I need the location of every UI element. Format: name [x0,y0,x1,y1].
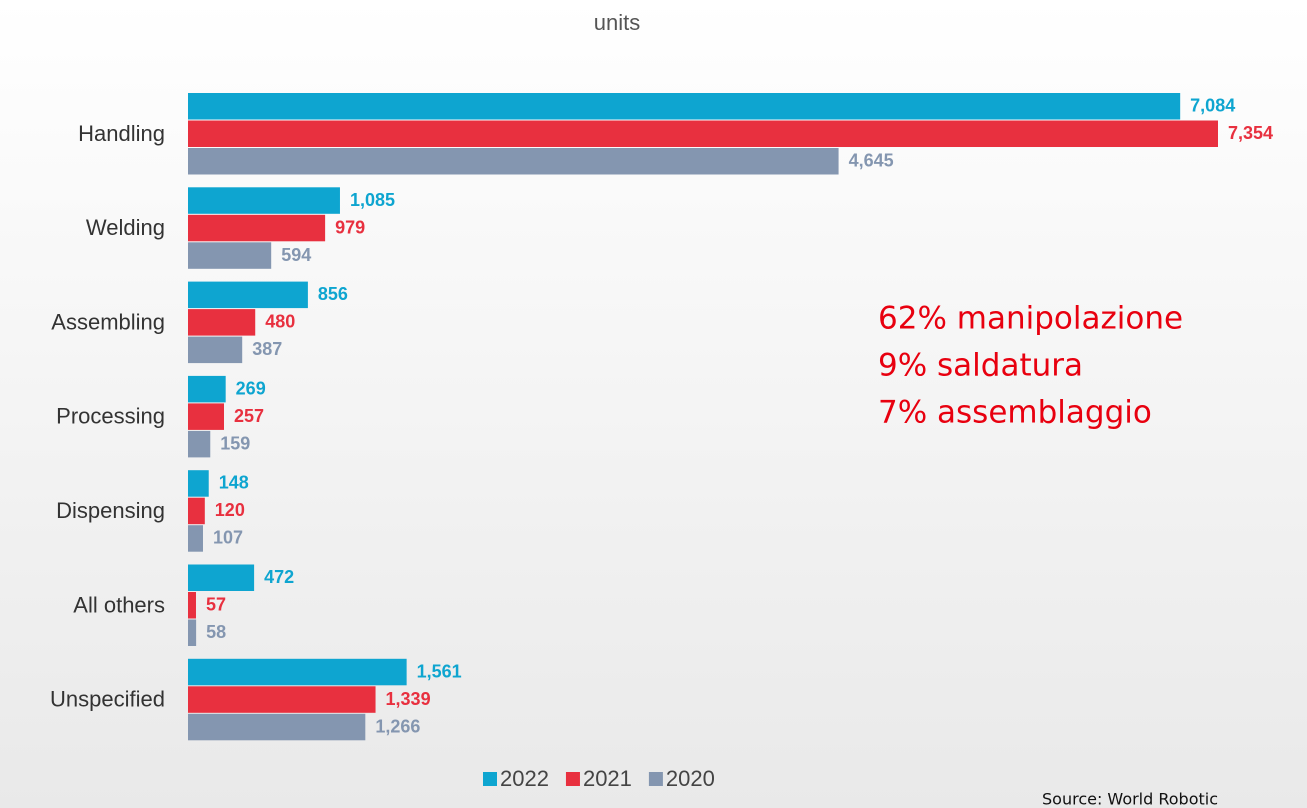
bar [188,430,211,458]
bar [188,497,205,525]
bar [188,336,243,364]
bar [188,403,224,430]
annotation: 62% manipolazione [878,301,1183,337]
value-label: 387 [252,339,282,359]
legend-label: 2020 [666,766,715,791]
category-label: All others [73,592,165,617]
value-label: 1,561 [417,661,462,681]
category-label: Handling [78,121,165,146]
value-label: 594 [281,245,311,265]
bar [188,93,1181,120]
legend-swatch [648,772,663,786]
annotation: 9% saldatura [878,348,1083,384]
source: Source: World Robotic [1042,790,1218,808]
bar [188,686,376,713]
value-label: 257 [234,406,264,426]
annotation: 7% assemblaggio [878,395,1152,431]
value-label: 1,085 [350,190,395,210]
category-label: Dispensing [56,498,165,523]
value-label: 148 [219,473,249,493]
value-label: 107 [213,528,243,548]
bar [188,375,226,403]
value-label: 480 [265,312,295,332]
value-label: 856 [318,284,348,304]
legend-swatch [565,772,580,786]
bar [188,214,326,242]
category-label: Assembling [51,309,165,334]
value-label: 4,645 [849,151,894,171]
bar [188,281,308,309]
value-label: 979 [335,217,365,237]
bar [188,309,256,336]
bar [188,242,272,269]
legend-label: 2021 [583,766,632,791]
value-label: 57 [206,595,226,615]
value-label: 159 [220,433,250,453]
legend-label: 2022 [500,766,549,791]
category-label: Welding [86,215,165,240]
value-label: 472 [264,567,294,587]
value-label: 1,266 [375,716,420,736]
bar [188,658,407,686]
value-label: 7,084 [1190,96,1235,116]
bar [188,120,1218,147]
chart-title: units [594,10,640,35]
category-label: Processing [56,404,165,429]
legend-swatch [483,772,497,786]
value-label: 58 [206,622,226,642]
bar [188,713,366,741]
value-label: 269 [236,378,266,398]
bar [188,470,209,497]
value-label: 7,354 [1228,123,1273,143]
bar [188,619,197,646]
bar [188,525,203,552]
value-label: 1,339 [386,689,431,709]
bar [188,564,255,591]
bar [188,187,340,214]
bar [188,148,839,175]
category-label: Unspecified [50,687,165,712]
value-label: 120 [215,500,245,520]
bar [188,592,196,619]
